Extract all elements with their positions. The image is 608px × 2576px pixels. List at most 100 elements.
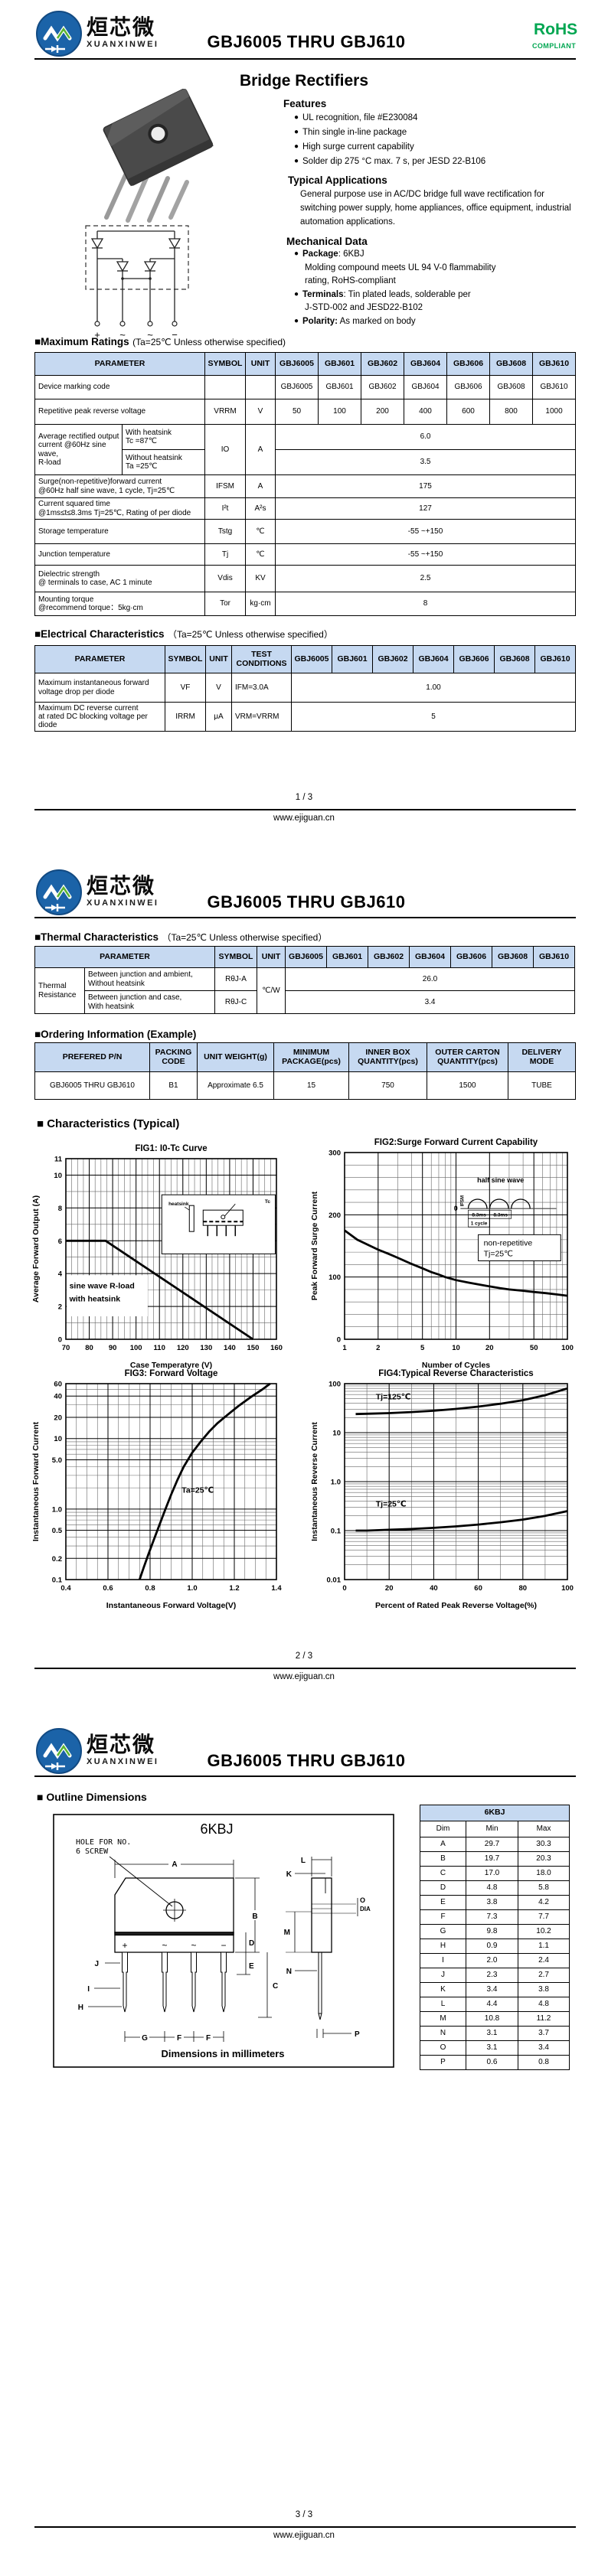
note-tj: Tj=25℃	[484, 1249, 513, 1258]
footer-rule	[34, 1668, 576, 1669]
table-row: Mounting torque @recommend torque：5kg·cm…	[34, 592, 577, 616]
applications-text: General purpose use in AC/DC bridge full…	[300, 190, 571, 227]
max-ratings-heading: ■Maximum Ratings (Ta=25℃ Unless otherwis…	[34, 336, 286, 347]
doc-title: GBJ6005 THRU GBJ610	[207, 892, 406, 911]
symbol-cell: VRRM	[204, 399, 247, 425]
hole-note: 6 SCREW	[76, 1847, 109, 1856]
min-cell: 3.4	[466, 1982, 518, 1997]
value-cell: GBJ6005	[275, 375, 319, 399]
bullet-icon: ●	[294, 128, 299, 136]
max-cell: 18.0	[517, 1866, 570, 1881]
value-cell: 100	[318, 399, 362, 425]
series-ifsm	[344, 1229, 568, 1297]
dim-cell: H	[420, 1939, 466, 1954]
min-cell: 4.8	[466, 1880, 518, 1896]
col-delivery: DELIVERY MODE	[508, 1042, 576, 1072]
table-row: Current squared time @1ms≤t≤8.3ms Tj=25℃…	[34, 497, 577, 520]
x-tick-label: 140	[224, 1344, 236, 1352]
y-tick-label: 5.0	[52, 1456, 62, 1465]
dim-row: P 0.6 0.8	[420, 2055, 570, 2070]
logo-mark-icon	[36, 869, 82, 915]
plot-border	[65, 1158, 277, 1340]
table-row: Without heatsink Ta =25℃ 3.5	[35, 449, 577, 475]
inset-package-body	[202, 1209, 244, 1226]
value-cell: 3.5	[275, 449, 577, 475]
table-header-row: PARAMETER SYMBOL UNIT GBJ6005 GBJ601 GBJ60…	[34, 352, 577, 376]
min-cell: 29.7	[466, 1837, 518, 1852]
dim-cell: L	[420, 1997, 466, 2012]
applications-title: Typical Applications	[288, 174, 387, 186]
bullet-icon: ●	[294, 290, 299, 298]
x-tick-label: 100	[130, 1344, 142, 1352]
max-cell: 5.8	[517, 1880, 570, 1896]
dim-row: F 7.3 7.7	[420, 1909, 570, 1925]
min-cell: 2.3	[466, 1968, 518, 1983]
outline-heading: ■ Outline Dimensions	[37, 1791, 147, 1803]
annotation: Ta=25℃	[181, 1486, 214, 1495]
x-tick-label: 20	[485, 1344, 494, 1352]
param-cell: Maximum DC reverse current at rated DC b…	[34, 702, 165, 732]
product-title: Bridge Rectifiers	[239, 72, 369, 90]
logo-green-accent	[56, 27, 71, 39]
brand-name-en: XUANXINWEI	[87, 1757, 159, 1766]
feature-item: ● Thin single in-line package	[294, 128, 407, 137]
x-tick-label: 60	[474, 1584, 482, 1593]
page-3: 烜芯微 XUANXINWEI GBJ6005 THRU GBJ610 ■ Out…	[0, 1717, 608, 2576]
dim-P: P	[355, 2030, 360, 2039]
dim-N: N	[286, 1968, 292, 1976]
max-cell: 0.8	[517, 2055, 570, 2070]
col-min-package: MINIMUM PACKAGE(pcs)	[273, 1042, 349, 1072]
page-number: 3 / 3	[295, 2510, 313, 2519]
max-cell: 2.4	[517, 1953, 570, 1968]
cond-cell: IFM=3.0A	[231, 673, 292, 703]
y-tick-label: 0.1	[52, 1577, 63, 1585]
dim-cell: B	[420, 1851, 466, 1867]
dim-cell: E	[420, 1895, 466, 1910]
y-tick-label: 10	[332, 1430, 341, 1438]
series-io-derating	[66, 1239, 254, 1341]
unit-cell: V	[245, 399, 276, 425]
col-part: GBJ601	[332, 645, 373, 673]
mech-item-polarity: ● Polarity: As marked on body	[294, 317, 416, 326]
dim-D: D	[249, 1939, 254, 1948]
dim-row: B 19.7 20.3	[420, 1851, 570, 1867]
fig4-reverse-characteristics-chart: 0 20 40 60 80 100 0.01 0.1 1.0 10 100 FIG4:Typical …	[310, 1369, 574, 1610]
col-part: GBJ604	[409, 946, 452, 968]
schematic-terminals	[94, 321, 178, 327]
dimension-labels: A B C D E G F F J I H	[78, 1858, 278, 2043]
max-cell: 3.8	[517, 1982, 570, 1997]
min-cell: 3.1	[466, 2026, 518, 2041]
series-label: Tj=125℃	[376, 1392, 411, 1401]
value-cell: -55 ~+150	[275, 519, 577, 544]
fig2-surge-current-chart: 1 2 5 10 20 50 100 0 100 200 300 FIG2:Surge Forward…	[310, 1138, 574, 1370]
y-axis-title: Peak Forward Surge Current	[310, 1191, 319, 1300]
company-logo	[34, 1727, 83, 1775]
dim-row: I 2.0 2.4	[420, 1953, 570, 1968]
value-cell: GBJ604	[404, 375, 448, 399]
dim-row: O 3.1 3.4	[420, 2040, 570, 2056]
x-tick-label: 0.8	[145, 1584, 155, 1593]
max-cell: 20.3	[517, 1851, 570, 1867]
x-tick-label: 70	[62, 1344, 70, 1352]
plot-border	[65, 1383, 277, 1580]
cond-cell: VRM=VRRM	[231, 702, 292, 732]
side-dimension-lines	[286, 1857, 358, 2038]
min-cell: 3.8	[466, 1895, 518, 1910]
mech-cont: J-STD-002 and JESD22-B102	[305, 303, 423, 312]
ms-label: 8.3ms	[493, 1213, 508, 1218]
table-row: Device marking code GBJ6005 GBJ601 GBJ602 G…	[34, 375, 577, 399]
y-tick-label: 10	[54, 1435, 62, 1443]
max-cell: 11.2	[517, 2011, 570, 2027]
value-cell: 26.0	[285, 967, 576, 991]
dim-O: O	[360, 1896, 365, 1904]
param-cell: Average rectified output current @60Hz s…	[34, 424, 123, 475]
front-view	[114, 1877, 234, 1953]
bullet-icon: ●	[294, 317, 299, 325]
y-tick-label: 0	[337, 1336, 341, 1345]
symbol-cell: Tstg	[204, 519, 247, 544]
value-cell: GBJ601	[318, 375, 362, 399]
col-unit: UNIT	[205, 645, 232, 673]
dim-row: H 0.9 1.1	[420, 1939, 570, 1954]
y-tick-label: 300	[329, 1149, 341, 1158]
dia-label: DIA	[360, 1906, 371, 1912]
